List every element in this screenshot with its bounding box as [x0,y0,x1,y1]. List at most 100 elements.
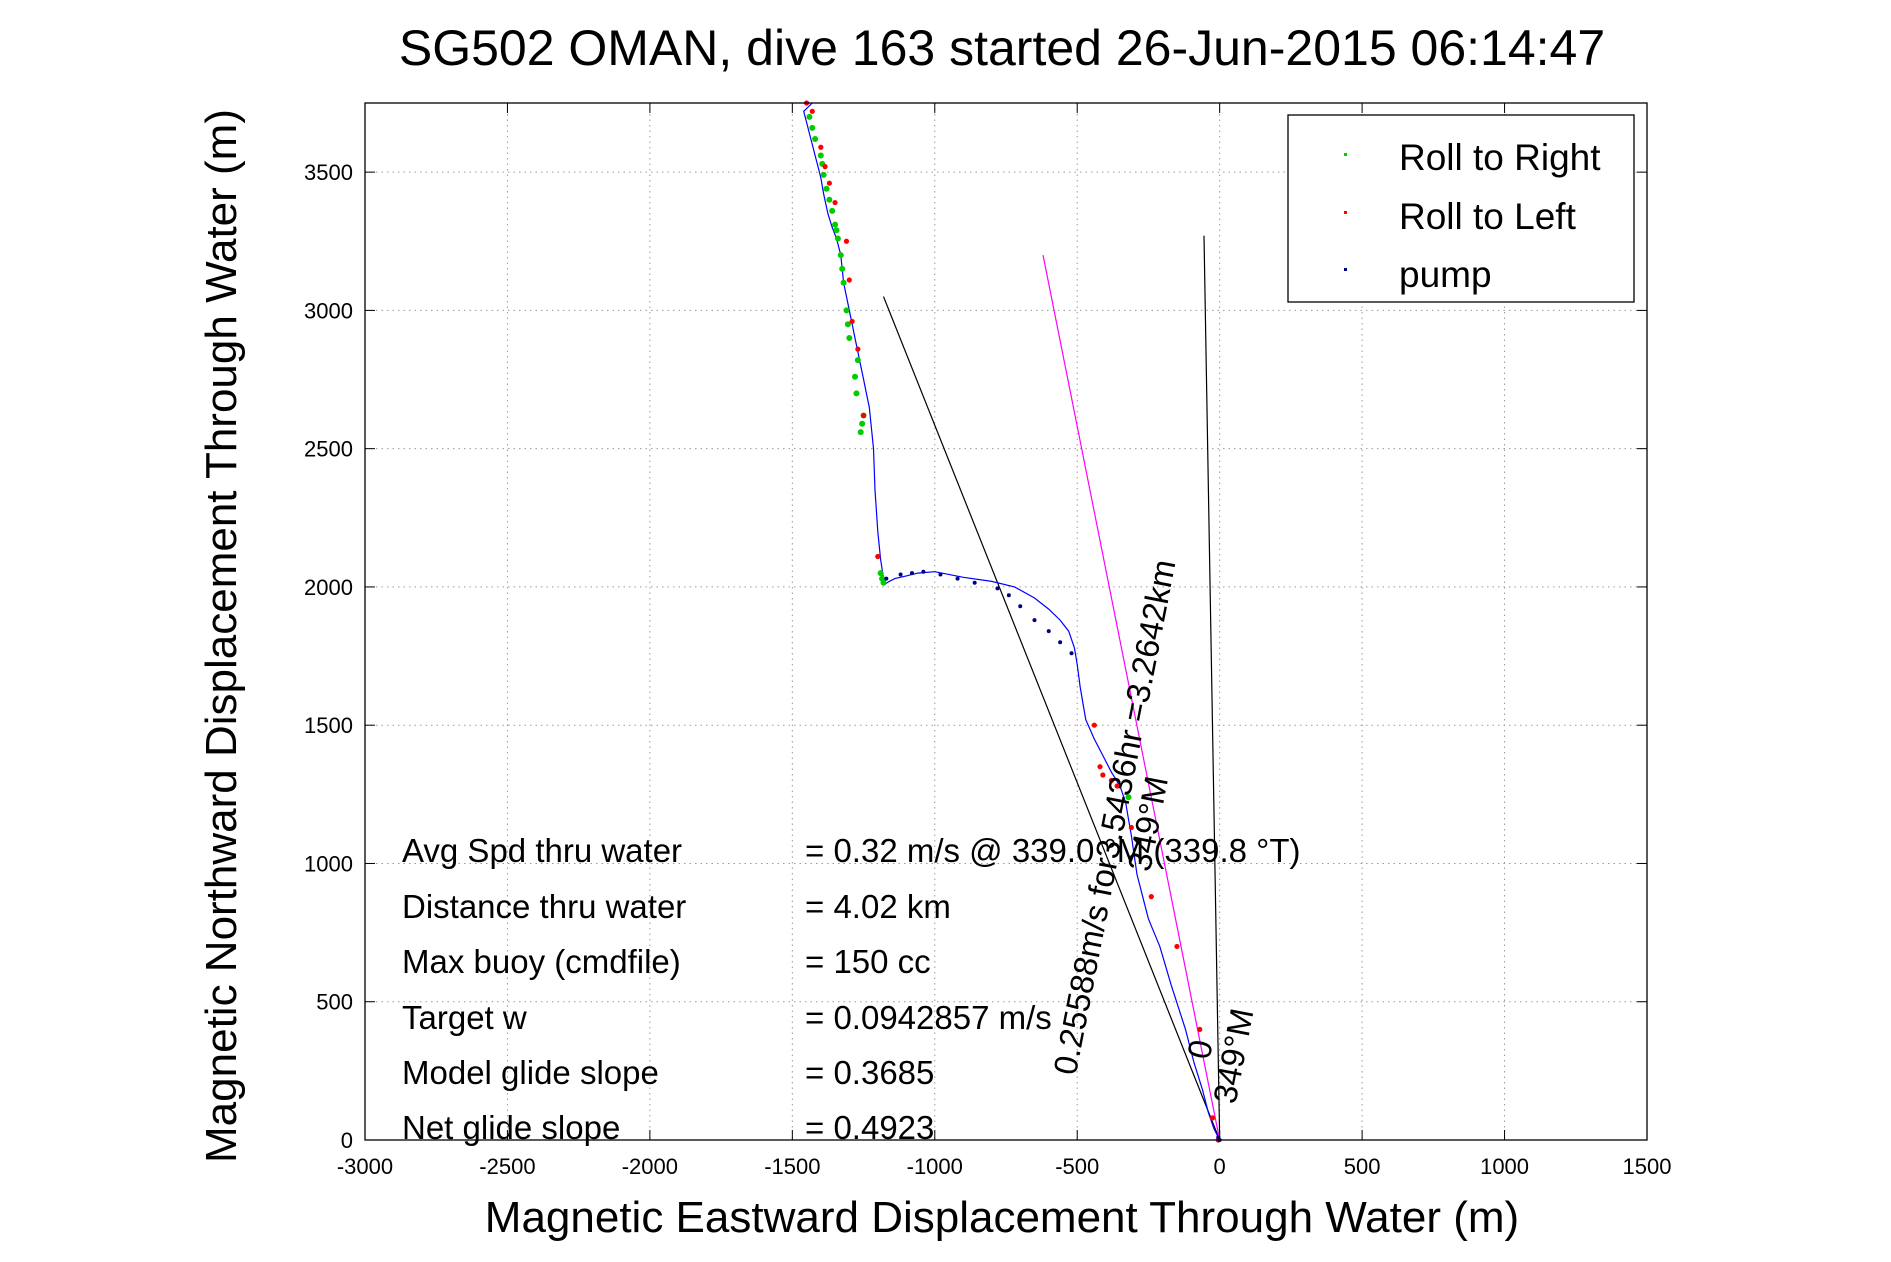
y-tick-label: 2500 [304,437,353,462]
x-tick-label: -2000 [622,1154,678,1179]
x-axis-label: Magnetic Eastward Displacement Through W… [485,1193,1519,1242]
x-tick-label: -3000 [337,1154,393,1179]
annotation-label: Max buoy (cmdfile) [402,943,681,980]
y-tick-label: 0 [341,1128,353,1153]
annotation-value: = 0.32 m/s @ 339.0 °M (339.8 °T) [805,832,1301,869]
roll-right-point [837,252,844,259]
pump-point [1046,629,1051,634]
roll-left-point [826,180,832,186]
roll-right-point [806,113,813,120]
pump-point [884,576,889,581]
roll-left-point [832,199,838,206]
roll-right-point [839,265,846,272]
roll-right-point [877,570,884,577]
roll-right-point [817,152,824,159]
roll-right-point [846,335,853,342]
roll-right-point [812,135,819,142]
roll-left-point [855,346,861,352]
roll-left-point [875,553,881,560]
roll-left-point [822,164,828,170]
annotation-label: Distance thru water [402,888,686,925]
pump-point [938,572,943,577]
pump-point [1058,640,1063,645]
legend-marker-roll-right [1344,153,1347,156]
roll-left-point [860,412,867,419]
pump-point [898,572,903,577]
pump-point [955,576,960,581]
legend-label: Roll to Left [1399,196,1577,237]
x-tick-label: -1000 [907,1154,963,1179]
reference-line [1042,254,1221,1141]
roll-left-point [1209,1115,1216,1121]
roll-left-point [1114,783,1120,789]
pump-point [1006,593,1011,598]
legend-label: pump [1399,254,1492,295]
roll-left-point [1100,772,1106,778]
roll-right-point [826,196,833,203]
reference-line [1203,235,1221,1141]
legend: Roll to Right Roll to Left pump [1287,114,1635,303]
x-tick-label: -1500 [764,1154,820,1179]
y-tick-label: 3000 [304,298,353,323]
annotation-label: Avg Spd thru water [402,832,682,869]
x-tick-label: 500 [1344,1154,1381,1179]
ticks: -3000 -2500 -2000 -1500 -1000 -500 0 500 1000 150… [304,103,1671,1179]
roll-right-point [820,171,827,178]
annotation-value: = 4.02 km [805,888,951,925]
chart-title: SG502 OMAN, dive 163 started 26-Jun-2015… [399,20,1605,76]
roll-left-point [1128,824,1134,831]
pump-point [972,580,977,585]
roll-left-point [1148,894,1154,900]
reference-lines [882,235,1221,1141]
roll-right-point [834,235,841,242]
roll-right-point [832,221,839,228]
roll-right-point [853,390,860,397]
annotation-value: = 150 cc [805,943,931,980]
annotation-label: Target w [402,999,527,1036]
roll-left-point [849,318,855,325]
legend-marker-pump [1344,268,1347,271]
roll-right-point [843,307,850,314]
roll-left-point [809,108,815,114]
plot-frame [364,102,1648,1141]
y-axis-label: Magnetic Northward Displacement Through … [197,109,246,1163]
markers [803,100,1222,1143]
roll-left-point [843,238,850,244]
roll-right-point [880,579,887,586]
roll-right-point [809,124,816,131]
roll-left-point [1197,1026,1203,1032]
y-tick-label: 1000 [304,851,353,876]
roll-left-point [1091,722,1097,728]
legend-label: Roll to Right [1399,137,1601,178]
y-tick-label: 2000 [304,575,353,600]
x-tick-label: 1000 [1480,1154,1529,1179]
roll-right-point [1125,794,1132,801]
roll-right-point [823,185,830,192]
roll-right-point [840,279,847,286]
roll-right-point [829,207,836,214]
pump-point [1069,651,1074,656]
x-tick-label: 1500 [1623,1154,1672,1179]
pump-point [995,586,1000,591]
legend-marker-roll-left [1344,211,1347,214]
y-tick-label: 3500 [304,160,353,185]
pump-point [1032,618,1037,623]
roll-left-point [818,144,824,150]
pump-point [921,569,926,574]
annotation-value: = 0.3685 [805,1054,934,1091]
annotation-label: Net glide slope [402,1109,620,1146]
annotation-value: = 0.4923 [805,1109,934,1146]
x-tick-label: -500 [1055,1154,1099,1179]
roll-left-point [846,277,852,283]
roll-right-point [859,420,866,427]
reference-line [882,296,1221,1141]
annotation-label: Model glide slope [402,1054,659,1091]
x-tick-label: 0 [1214,1154,1226,1179]
annotation-value: = 0.0942857 m/s [805,999,1052,1036]
x-tick-label: -2500 [479,1154,535,1179]
y-tick-label: 1500 [304,713,353,738]
roll-right-point [854,357,861,364]
pump-point [909,571,914,576]
roll-left-point [1097,764,1103,770]
